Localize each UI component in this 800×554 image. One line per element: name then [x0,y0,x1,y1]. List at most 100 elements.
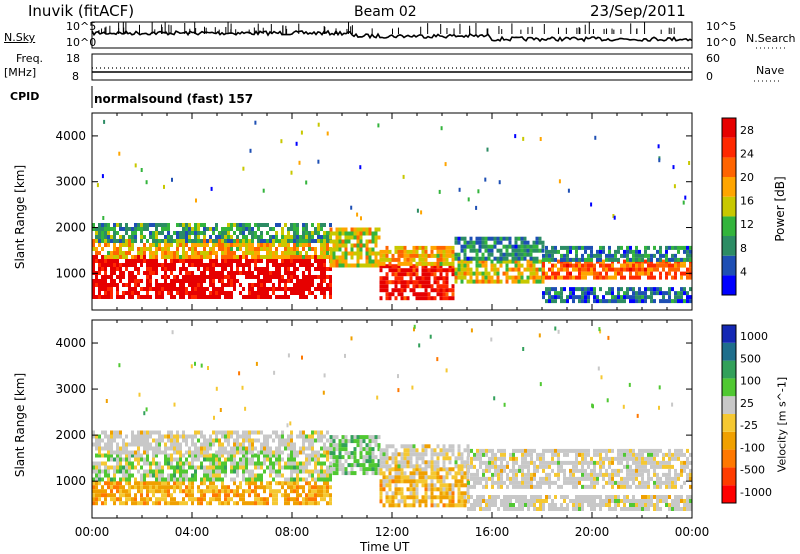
heatmap-cell [137,461,140,466]
heatmap-cell [182,477,185,482]
heatmap-cell [490,252,494,257]
heatmap-cell [560,263,563,268]
heatmap-cell [587,472,590,477]
heatmap-cell [629,452,632,457]
heatmap-cell [485,507,488,511]
heatmap-cell [581,495,584,499]
heatmap-cell [98,259,101,263]
heatmap-cell [113,481,116,486]
heatmap-cell [269,235,272,239]
heatmap-cell [439,296,443,301]
heatmap-cell [587,499,590,503]
heatmap-cell [548,480,551,485]
heatmap-cell [95,295,98,299]
heatmap-cell [116,255,119,259]
heatmap-cell [140,497,143,502]
heatmap-cell [98,450,101,455]
heatmap-cell [599,253,602,258]
heatmap-cell [382,280,386,285]
heatmap-cell [377,251,381,256]
heatmap-cell [385,249,389,254]
heatmap-cell [379,483,383,488]
heatmap-cell [179,291,182,295]
heatmap-cell [194,279,197,283]
heatmap-cell [173,279,176,283]
heatmap-cell [623,253,626,258]
heatmap-cell [203,255,206,259]
heatmap-cell [488,468,491,473]
heatmap-cell [596,480,599,485]
heatmap-cell [406,249,410,254]
heatmap-cell [341,251,345,256]
heatmap-cell [520,256,524,261]
heatmap-cell [92,497,95,502]
heatmap-cell [512,460,515,465]
heatmap-cell [329,451,333,456]
heatmap-cell [308,291,311,295]
heatmap-cell [326,493,329,498]
heatmap-cell [448,448,452,453]
heatmap-cell [551,257,554,262]
heatmap-cell [391,460,395,465]
heatmap-cell [344,471,348,476]
heatmap-cell [382,261,386,266]
heatmap-cell [116,446,119,451]
heatmap-cell [623,507,626,511]
heatmap-cell [212,473,215,478]
heatmap-cell [614,249,617,254]
heatmap-cell [535,275,539,280]
heatmap-cell [427,460,431,465]
heatmap-cell [617,271,620,276]
ytick-label: 2000 [55,221,86,235]
heatmap-cell [418,467,422,472]
heatmap-cell [281,263,284,267]
heatmap-cell [521,460,524,465]
heatmap-cell [107,239,110,243]
heatmap-cell [430,460,434,465]
heatmap-cell [397,288,401,293]
heatmap-cell [329,223,332,227]
heatmap-cell [236,263,239,267]
heatmap-cell [650,287,653,292]
heatmap-cell [257,251,260,255]
heatmap-cell [439,261,443,266]
heatmap-cell [95,283,98,287]
heatmap-cell [532,271,536,276]
heatmap-cell [433,464,437,469]
heatmap-cell [445,475,449,480]
heatmap-cell [203,438,206,443]
heatmap-cell [478,256,482,261]
heatmap-cell [149,461,152,466]
heatmap-cell [647,257,650,262]
heatmap-cell [647,472,650,477]
heatmap-cell [686,275,689,280]
heatmap-cell [200,239,203,243]
heatmap-cell [365,451,369,456]
heatmap-cell [593,452,596,457]
heatmap-cell [463,460,467,465]
heatmap-cell [326,430,329,435]
heatmap-cell [230,450,233,455]
heatmap-cell [191,247,194,251]
heatmap-cell [350,455,354,460]
heatmap-cell [400,253,404,258]
heatmap-cell [275,473,278,478]
heatmap-cell [221,430,224,435]
heatmap-cell [623,267,626,272]
heatmap-cell [197,235,200,239]
heatmap-cell [620,476,623,481]
heatmap-cell [254,453,257,458]
heatmap-cell [424,444,428,449]
heatmap-cell [391,456,395,461]
heatmap-cell [548,476,551,481]
heatmap-cell [266,259,269,263]
heatmap-cell [572,295,575,300]
heatmap-cell [530,495,533,499]
heatmap-cell [656,460,659,465]
heatmap-cell [421,276,425,281]
heatmap-cell [575,249,578,254]
heatmap-cell [644,271,647,276]
heatmap-cell [569,499,572,503]
heatmap-cell [194,263,197,267]
heatmap-cell [305,287,308,291]
